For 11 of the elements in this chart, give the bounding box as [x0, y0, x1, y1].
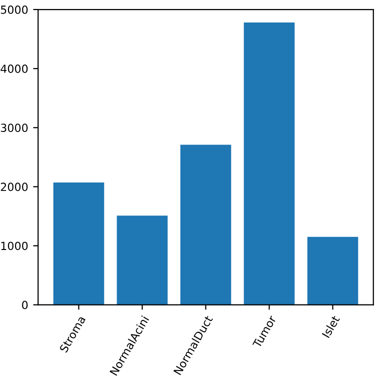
y-tick-label: 1000 [1, 242, 28, 250]
y-tick-label: 3000 [0, 124, 28, 132]
bar [53, 182, 104, 305]
bar [116, 216, 168, 305]
bar [180, 144, 232, 305]
y-tick-label: 5000 [0, 6, 28, 14]
y-tick-label: 4000 [0, 64, 28, 73]
y-tick-label: 2000 [0, 182, 28, 192]
bar [244, 22, 295, 305]
y-tick-label: 0 [22, 300, 28, 310]
bar [307, 236, 358, 305]
